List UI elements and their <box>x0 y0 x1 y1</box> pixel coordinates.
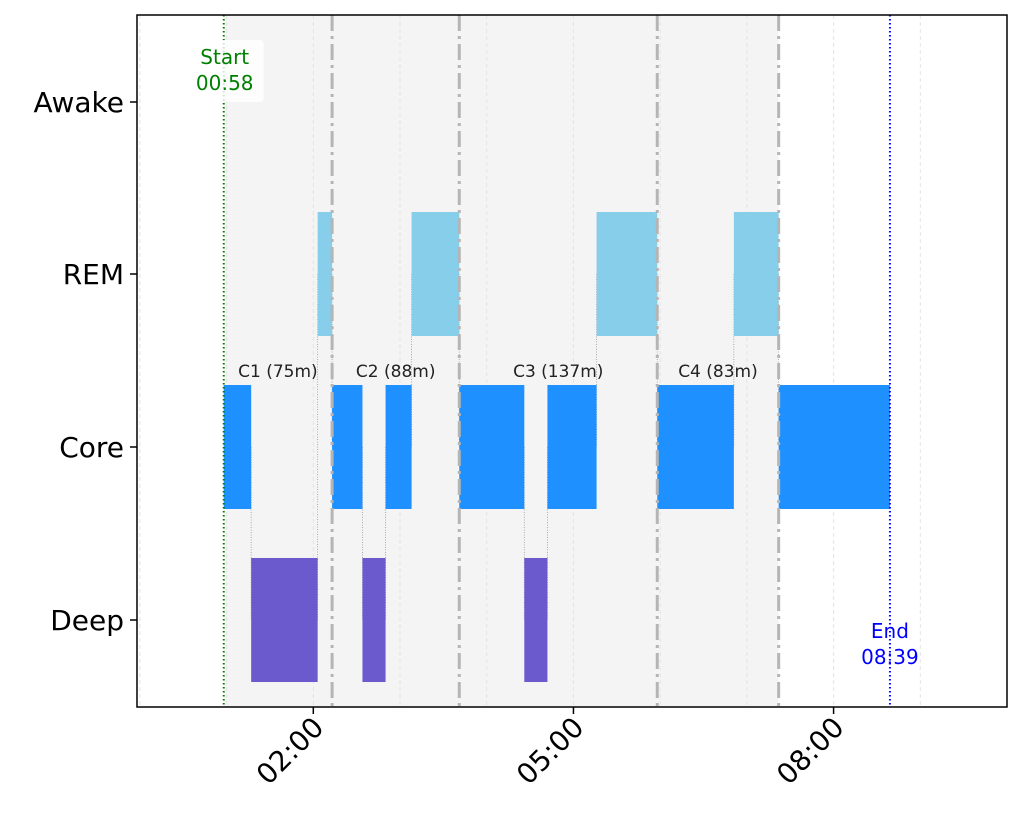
start-time: 00:58 <box>196 71 254 95</box>
x-tick-label: 05:00 <box>510 711 590 791</box>
stage-segment-core <box>459 385 525 509</box>
y-tick-label: Awake <box>33 86 124 119</box>
x-tick-label: 08:00 <box>770 711 850 791</box>
stage-segment-rem <box>596 212 658 336</box>
stage-segment-deep <box>362 558 386 682</box>
end-time: 08:39 <box>861 645 919 669</box>
axes-frame <box>136 14 1008 708</box>
stage-segment-deep <box>251 558 318 682</box>
stage-segment-rem <box>411 212 460 336</box>
y-tick-label: Deep <box>50 604 124 637</box>
y-tick-label: REM <box>63 258 124 291</box>
end-label: End <box>871 619 909 643</box>
start-label: Start <box>200 45 249 69</box>
stage-segment-rem <box>733 212 779 336</box>
x-tick-label: 02:00 <box>250 711 330 791</box>
start-label-box <box>187 40 264 102</box>
stage-segment-core <box>778 385 890 509</box>
cycle-label: C2 (88m) <box>356 362 436 382</box>
stage-segment-core <box>385 385 412 509</box>
stage-segment-rem <box>317 212 333 336</box>
stage-segment-core <box>223 385 252 509</box>
stage-segment-core <box>657 385 734 509</box>
cycle-label: C3 (137m) <box>513 362 603 382</box>
cycle-label: C1 (75m) <box>238 362 318 382</box>
stage-segment-core <box>332 385 363 509</box>
y-tick-label: Core <box>59 431 124 464</box>
stage-segment-core <box>547 385 597 509</box>
stage-segment-deep <box>524 558 548 682</box>
cycle-label: C4 (83m) <box>678 362 758 382</box>
